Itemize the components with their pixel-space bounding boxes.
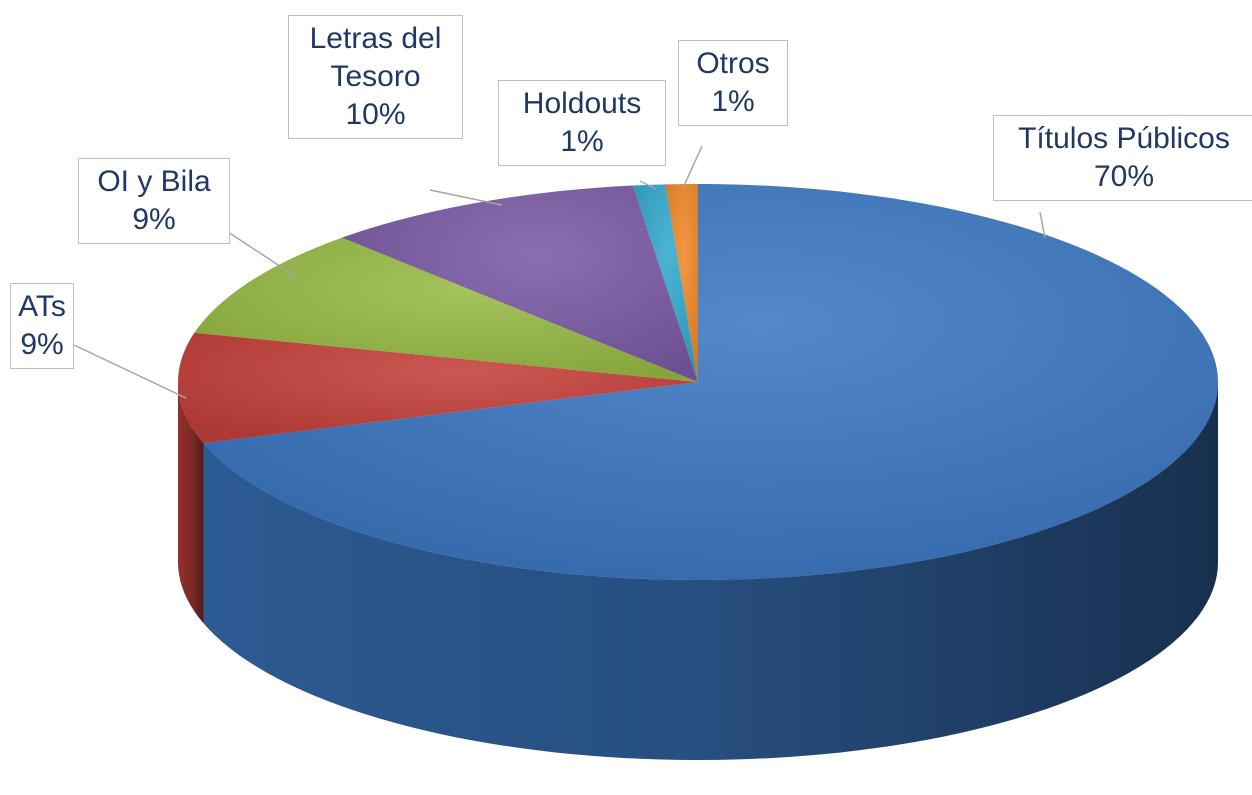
- leader-line: [639, 180, 657, 190]
- label-name: Letras del Tesoro: [309, 22, 442, 93]
- leader-line: [1039, 211, 1046, 239]
- data-label: ATs 9%: [10, 283, 74, 369]
- label-value: 10%: [345, 98, 406, 131]
- data-label: Otros 1%: [678, 40, 788, 126]
- data-label: Letras del Tesoro 10%: [288, 15, 463, 139]
- slice-shade: [632, 184, 698, 382]
- slice-shade: [665, 184, 698, 382]
- slice-shade: [178, 332, 698, 444]
- label-value: 1%: [711, 85, 755, 118]
- label-name: OI y Bila: [97, 165, 211, 198]
- leader-line: [682, 145, 703, 189]
- leader-line: [73, 344, 187, 399]
- data-label: Holdouts 1%: [498, 80, 666, 166]
- label-name: ATs: [18, 290, 66, 323]
- leader-line: [227, 231, 299, 279]
- data-label: Títulos Públicos 70%: [993, 115, 1252, 201]
- side-shade: [203, 382, 1218, 760]
- slice-shade: [194, 237, 698, 382]
- label-name: Otros: [696, 47, 770, 80]
- label-name: Holdouts: [522, 87, 642, 120]
- label-value: 9%: [20, 328, 64, 361]
- side-shade: [178, 382, 204, 624]
- slice-shade: [342, 185, 698, 382]
- leader-line: [429, 189, 503, 206]
- label-name: Títulos Públicos: [1018, 122, 1230, 155]
- label-value: 1%: [560, 125, 604, 158]
- slice-shade: [203, 184, 1218, 580]
- label-value: 70%: [1093, 160, 1155, 193]
- data-label: OI y Bila 9%: [78, 158, 230, 244]
- label-value: 9%: [132, 203, 176, 236]
